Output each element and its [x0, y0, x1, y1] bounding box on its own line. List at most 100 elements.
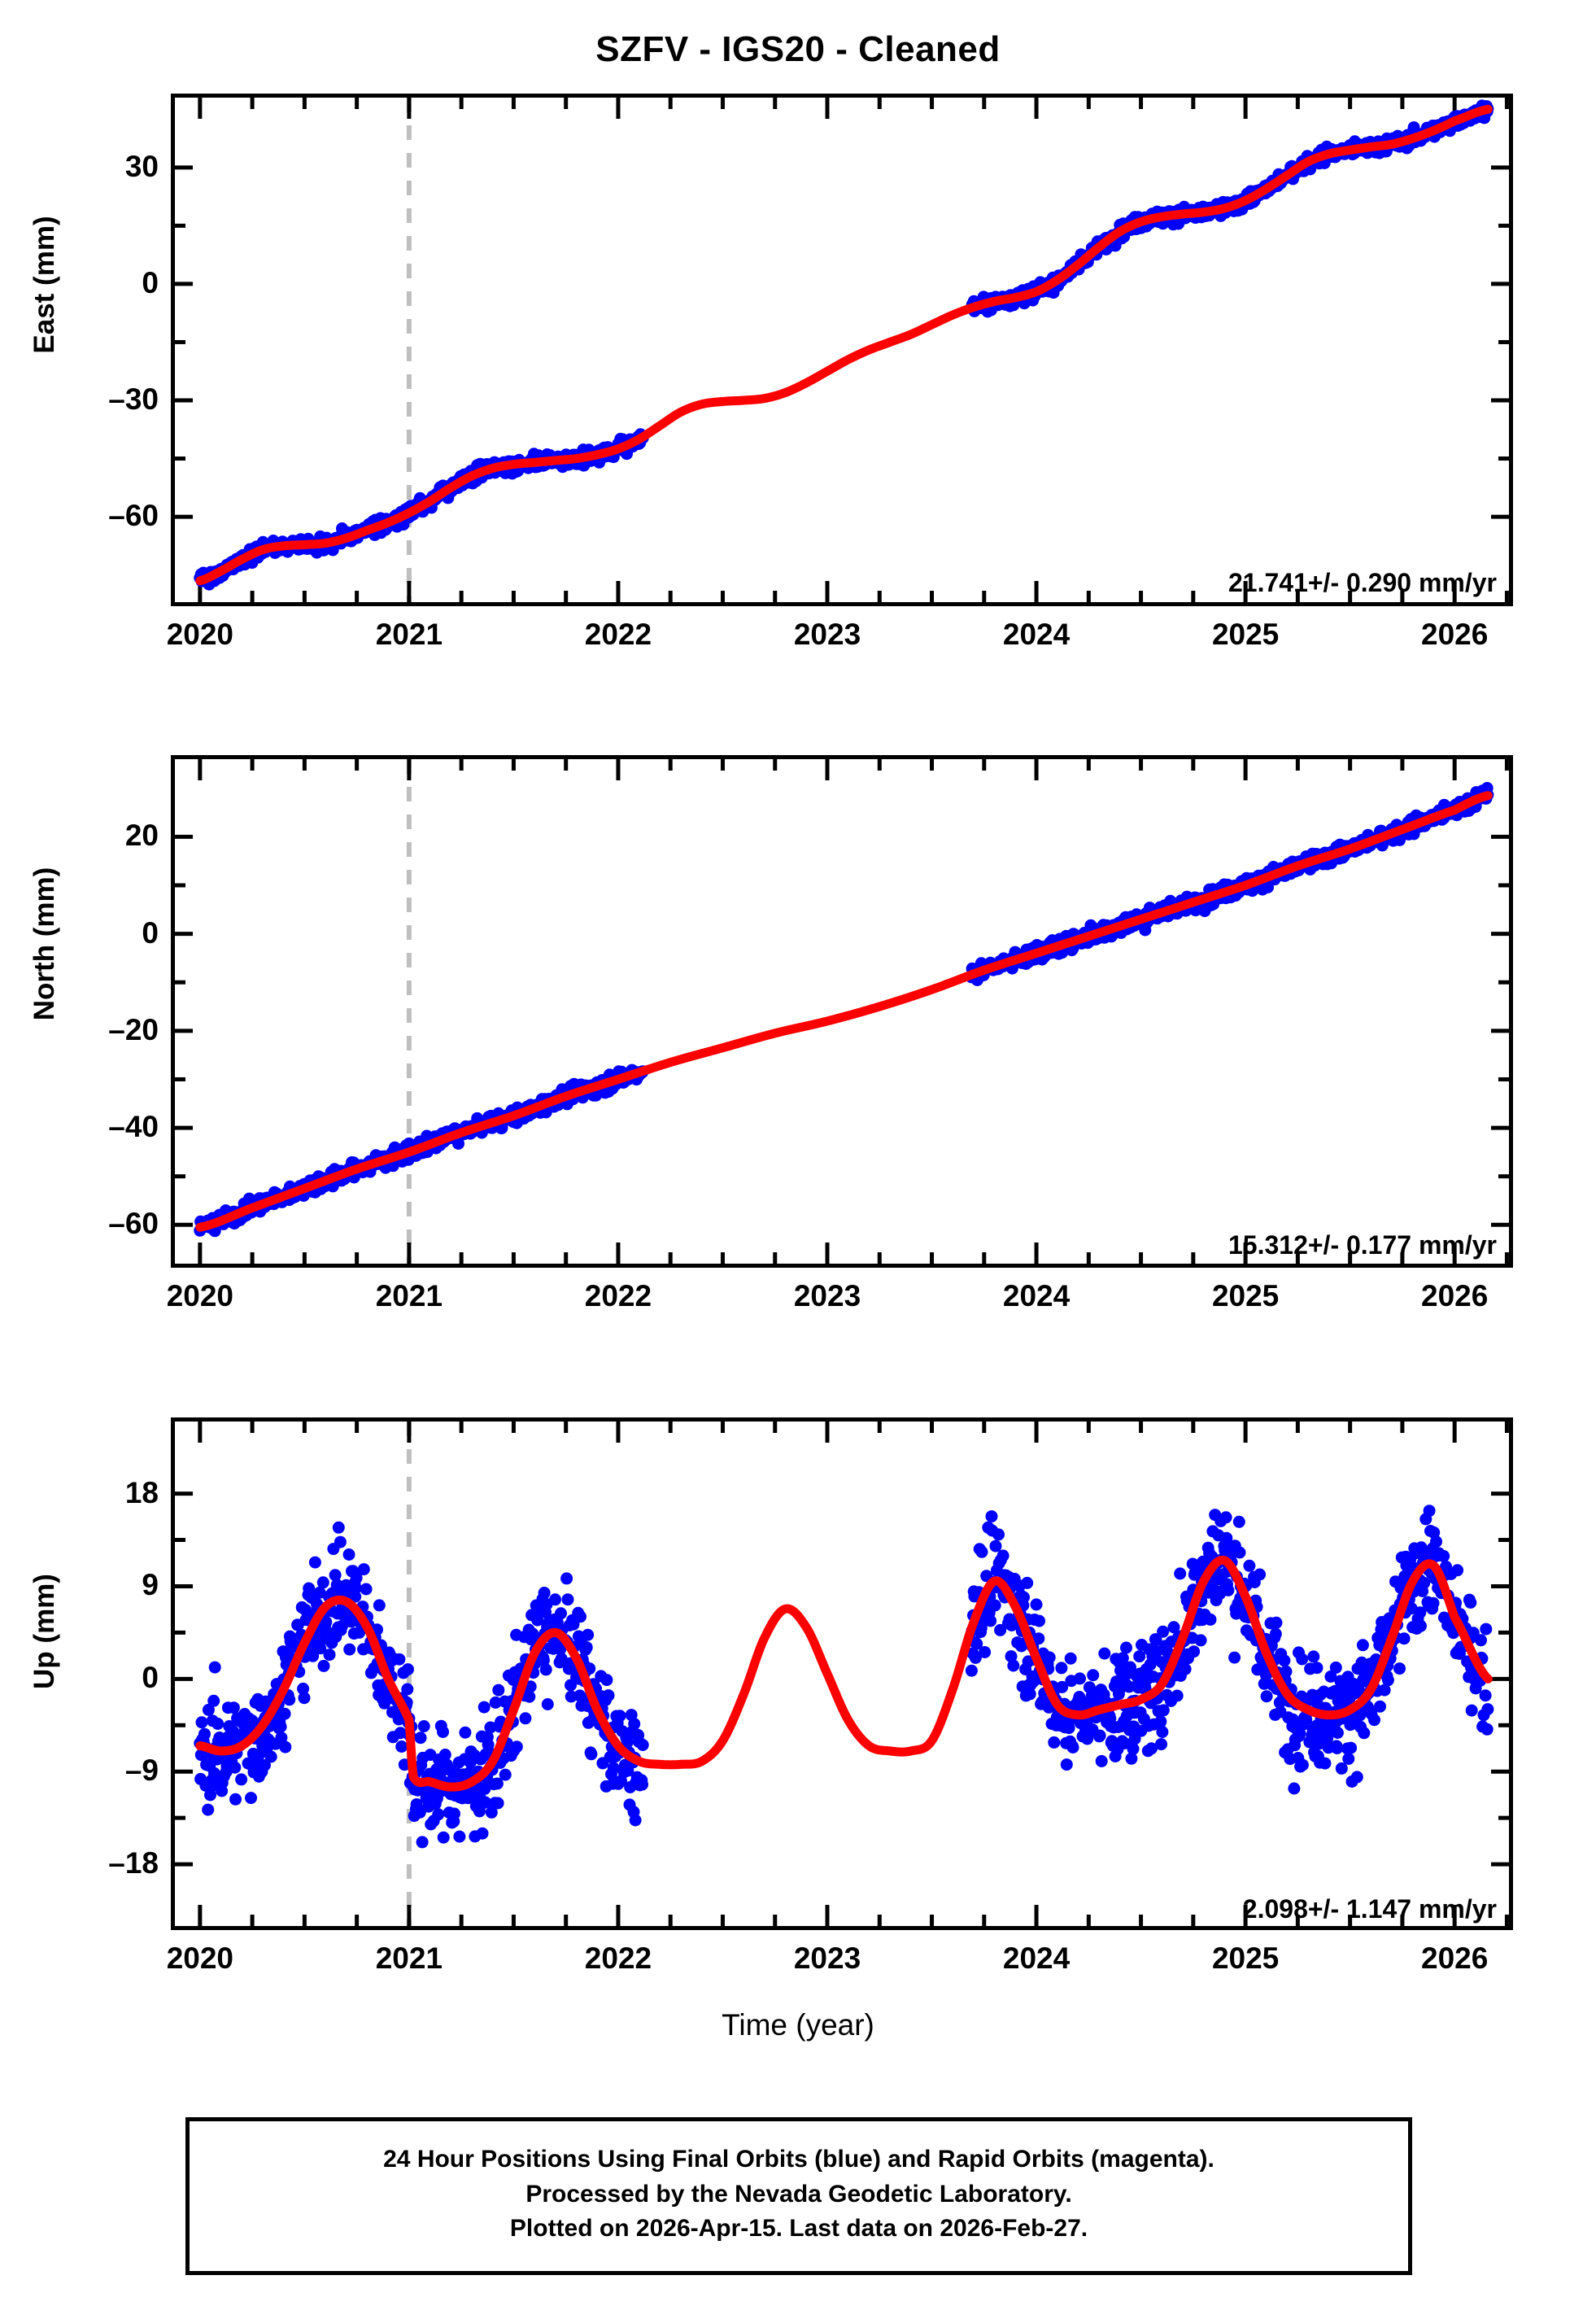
data-point [1293, 1727, 1306, 1740]
data-point [307, 1649, 320, 1662]
data-point [1475, 1634, 1487, 1647]
data-point [1233, 1546, 1246, 1559]
up-plot-frame [171, 1417, 1513, 1930]
data-point [395, 1740, 408, 1753]
caption-line-2: Processed by the Nevada Geodetic Laborat… [525, 2180, 1072, 2208]
data-point [350, 1571, 363, 1584]
data-point [275, 1732, 288, 1745]
data-point [1243, 1559, 1256, 1572]
data-point [195, 1716, 208, 1729]
observation-points [194, 782, 1494, 1238]
data-point [246, 1714, 259, 1727]
data-point [1354, 1709, 1367, 1722]
data-point [988, 1599, 1001, 1612]
data-point [491, 1797, 504, 1810]
data-point [1156, 1726, 1169, 1738]
north-x-tick-label: 2023 [793, 1279, 861, 1312]
data-point [264, 1750, 277, 1763]
east-x-tick-label: 2025 [1211, 618, 1280, 651]
up-x-tick-label: 2020 [166, 1941, 233, 1975]
data-point [574, 1610, 587, 1623]
data-point [1480, 1622, 1493, 1636]
east-y-tick-label: –60 [108, 499, 159, 533]
east-rate-label: 21.741+/- 0.290 mm/yr [1228, 568, 1497, 597]
north-x-tick-label: 2020 [166, 1279, 233, 1312]
data-point [313, 1586, 326, 1599]
data-point [1179, 1662, 1192, 1675]
data-point [360, 1583, 373, 1596]
data-point [208, 1661, 221, 1674]
data-point [438, 1749, 451, 1761]
data-point [538, 1587, 551, 1599]
data-point [992, 1528, 1005, 1541]
data-point [1194, 1634, 1207, 1647]
north-rate-label: 15.312+/- 0.177 mm/yr [1228, 1230, 1497, 1260]
data-point [202, 1803, 215, 1816]
data-point [303, 1582, 316, 1595]
east-x-tick-label: 2021 [375, 618, 443, 651]
data-point [1125, 1752, 1138, 1765]
data-point [402, 1663, 414, 1676]
data-point [1393, 1662, 1406, 1675]
data-point [479, 1796, 492, 1809]
data-point [453, 1830, 466, 1843]
up-y-tick-label: 18 [124, 1475, 159, 1509]
up-rate-label: 2.098+/- 1.147 mm/yr [1242, 1894, 1497, 1924]
data-point [1319, 1757, 1332, 1770]
data-point [1427, 1596, 1440, 1609]
data-point [477, 1701, 491, 1714]
data-point [1127, 1742, 1140, 1755]
up-y-tick-label: –18 [108, 1846, 159, 1880]
up-x-tick-label: 2026 [1421, 1941, 1489, 1975]
north-plot-frame [171, 755, 1513, 1268]
north-x-tick-label: 2026 [1421, 1279, 1489, 1312]
data-point [459, 1726, 472, 1739]
data-point [1350, 1771, 1363, 1784]
north-y-tick-label: 0 [142, 915, 159, 950]
up-plot-canvas [175, 1422, 1509, 1926]
data-point [448, 1807, 460, 1820]
data-point [629, 1814, 642, 1827]
data-point [1465, 1704, 1478, 1717]
data-point [353, 1626, 366, 1639]
caption-line-3: Plotted on 2026-Apr-15. Last data on 202… [509, 2215, 1088, 2243]
data-point [417, 1720, 430, 1732]
north-plot-canvas [175, 759, 1509, 1264]
east-plot-canvas [175, 98, 1509, 602]
data-point [628, 1718, 641, 1731]
data-point [227, 1701, 240, 1714]
data-point [1278, 1654, 1291, 1667]
data-point [636, 1778, 648, 1791]
data-point [1414, 1606, 1427, 1619]
data-point [1270, 1616, 1283, 1629]
data-point [602, 1689, 615, 1702]
data-point [499, 1768, 512, 1781]
data-point [1171, 1689, 1184, 1702]
data-point [970, 1637, 983, 1650]
data-point [1254, 1568, 1267, 1581]
data-point [1073, 1691, 1086, 1703]
model-curve [195, 104, 1493, 586]
data-point [1007, 1659, 1020, 1672]
data-point [1288, 1782, 1301, 1795]
up-x-tick-label: 2024 [1002, 1941, 1071, 1975]
data-point [979, 1646, 992, 1658]
data-point [969, 1651, 982, 1664]
data-point [555, 1607, 567, 1620]
data-point [1064, 1652, 1077, 1665]
data-point [329, 1569, 342, 1582]
east-x-tick-label: 2024 [1002, 618, 1071, 651]
data-point [330, 1579, 343, 1592]
up-x-tick-label: 2023 [793, 1941, 861, 1975]
data-point [537, 1653, 550, 1666]
data-point [1087, 1669, 1100, 1682]
data-point [211, 1718, 225, 1730]
data-point [1232, 1515, 1245, 1528]
data-point [432, 1808, 445, 1821]
data-point [334, 1535, 347, 1548]
data-point [1329, 1661, 1342, 1674]
observation-points [194, 99, 1494, 591]
page-title: SZFV - IGS20 - Cleaned [595, 29, 1001, 69]
data-point [308, 1556, 321, 1569]
data-point [1048, 1736, 1061, 1749]
